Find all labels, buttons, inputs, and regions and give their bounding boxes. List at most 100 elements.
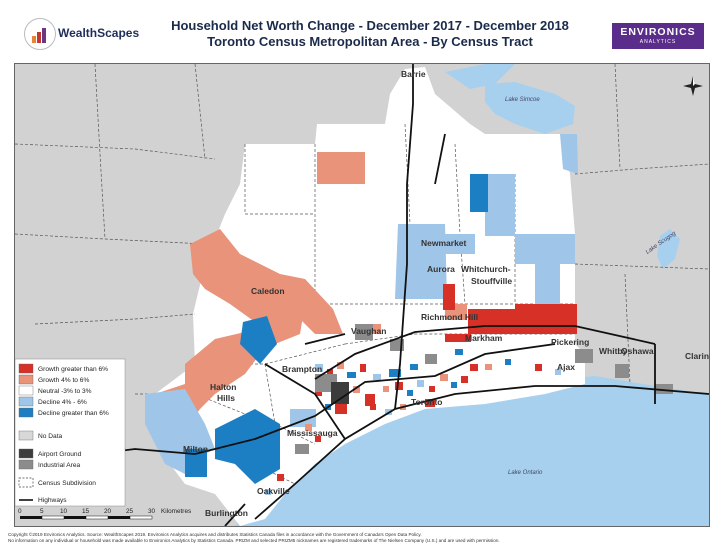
scale-tick-5: 5 <box>40 508 44 515</box>
legend-label-airport: Airport Ground <box>38 451 82 458</box>
legend-swatch-census-subdivision <box>18 477 34 488</box>
legend-label-decline-4-6: Decline 4% - 6% <box>38 399 87 406</box>
area-stouffville-south <box>535 264 560 304</box>
legend-label-decline-gt-6: Decline greater than 6% <box>38 410 109 417</box>
legend-label-industrial: Industrial Area <box>38 462 80 469</box>
industrial-area <box>655 384 673 394</box>
area-newmarket-east <box>485 174 515 236</box>
label-whitchurch-2: Stouffville <box>471 276 512 286</box>
label-mississauga: Mississauga <box>287 428 338 438</box>
label-lake-ontario: Lake Ontario <box>508 470 543 476</box>
footer: Copyright ©2019 Environics Analytics. So… <box>8 532 708 544</box>
area-toronto-blue-2 <box>410 364 418 370</box>
area-vaughan-salmon <box>371 324 381 334</box>
scale-tick-0: 0 <box>18 508 22 515</box>
legend-swatch-no-data <box>18 430 34 441</box>
area-toronto-red-2 <box>425 399 435 407</box>
area-caledon-west <box>190 229 305 344</box>
area-caledon-east <box>280 274 343 334</box>
area-mississauga-west <box>215 409 280 484</box>
scale-tick-30: 30 <box>148 508 156 515</box>
area-north-east <box>560 134 578 174</box>
area-stouffville <box>515 234 575 264</box>
label-burlington: Burlington <box>205 508 248 518</box>
lake-simcoe <box>485 82 575 134</box>
area-pickering-red <box>515 304 577 334</box>
label-brampton: Brampton <box>282 364 322 374</box>
lake-ontario <box>235 376 709 526</box>
label-vaughan: Vaughan <box>351 326 386 336</box>
legend-label-highways: Highways <box>38 497 67 504</box>
label-oshawa: Oshawa <box>621 346 654 356</box>
footer-copyright: Copyright ©2019 Environics Analytics. So… <box>8 532 422 537</box>
logo-text: WealthScapes <box>58 26 140 40</box>
title-line-2: Toronto Census Metropolitan Area - By Ce… <box>207 34 533 49</box>
industrial-area <box>575 349 593 363</box>
wealthscapes-logo-icon <box>24 18 56 50</box>
legend-swatch-neutral <box>18 385 34 396</box>
legend-swatch-decline-gt-6 <box>18 407 34 418</box>
legend-label-growth-gt-6: Growth greater than 6% <box>38 366 108 373</box>
label-oakville: Oakville <box>257 486 290 496</box>
map-title: Household Net Worth Change - December 20… <box>150 18 590 50</box>
area-halton-hills <box>185 332 260 409</box>
label-lake-simcoe: Lake Simcoe <box>505 97 540 103</box>
label-toronto: Toronto <box>411 397 442 407</box>
map-canvas: Barrie Newmarket Aurora Whitchurch- Stou… <box>15 64 709 526</box>
area-newmarket-blue <box>470 174 488 212</box>
label-whitby: Whitby <box>599 346 628 356</box>
label-markham: Markham <box>465 333 503 343</box>
area-aurora-red <box>443 284 455 310</box>
legend-label-growth-4-6: Growth 4% to 6% <box>38 377 89 384</box>
lake-simcoe-bay <box>445 64 515 89</box>
label-aurora: Aurora <box>427 264 455 274</box>
decline-gt-6-areas <box>185 174 488 484</box>
label-caledon: Caledon <box>251 286 285 296</box>
footer-disclaimer: No information on any individual or hous… <box>8 538 500 543</box>
scale-tick-25: 25 <box>126 508 134 515</box>
label-halton-2: Hills <box>217 393 235 403</box>
scale-bar: 0 5 10 15 20 25 30 Kilometres <box>18 508 191 520</box>
lake-scugog <box>657 229 680 269</box>
industrial-area <box>295 444 309 454</box>
header: WealthScapes Household Net Worth Change … <box>0 0 720 60</box>
area-toronto-red-1 <box>365 394 375 406</box>
area-mississauga-red <box>335 404 347 414</box>
legend-swatch-growth-4-6 <box>18 374 34 385</box>
area-aurora <box>445 234 475 254</box>
map-frame: Barrie Newmarket Aurora Whitchurch- Stou… <box>14 63 710 527</box>
brand-main: ENVIRONICS <box>620 26 696 38</box>
industrial-area <box>615 364 629 378</box>
label-milton: Milton <box>183 444 208 454</box>
area-toronto-blue-1 <box>389 369 401 377</box>
area-markham-red <box>445 334 471 342</box>
area-richmond-hill-red <box>468 309 515 334</box>
highways <box>15 64 709 526</box>
label-ajax: Ajax <box>557 362 575 372</box>
legend-swatch-industrial <box>18 459 34 470</box>
decline-4-6-areas <box>145 134 578 474</box>
area-caledon-blue <box>240 316 277 364</box>
scale-tick-10: 10 <box>60 508 68 515</box>
brand-sub: ANALYTICS <box>639 39 677 45</box>
label-richmond-hill: Richmond Hill <box>421 312 478 322</box>
scale-tick-20: 20 <box>104 508 112 515</box>
area-toronto-blue-3 <box>455 349 463 355</box>
legend-label-neutral: Neutral -3% to 3% <box>38 388 92 395</box>
area-milton-south <box>185 449 207 477</box>
label-barrie: Barrie <box>401 69 426 79</box>
title-line-1: Household Net Worth Change - December 20… <box>171 18 569 33</box>
place-labels: Barrie Newmarket Aurora Whitchurch- Stou… <box>183 69 709 518</box>
growth-gt-6-areas <box>335 284 577 414</box>
legend-swatch-growth-gt-6 <box>18 363 34 374</box>
label-clarington: Clarin <box>685 351 709 361</box>
label-pickering: Pickering <box>551 337 589 347</box>
north-arrow-icon <box>683 76 703 96</box>
industrial-areas <box>295 324 673 454</box>
airport-ground <box>331 382 349 404</box>
legend-swatch-decline-4-6 <box>18 396 34 407</box>
environics-logo: ENVIRONICS ANALYTICS <box>612 23 704 49</box>
label-whitchurch-1: Whitchurch- <box>461 264 511 274</box>
legend-label-no-data: No Data <box>38 433 63 440</box>
legend: Growth greater than 6% Growth 4% to 6% N… <box>15 358 126 507</box>
